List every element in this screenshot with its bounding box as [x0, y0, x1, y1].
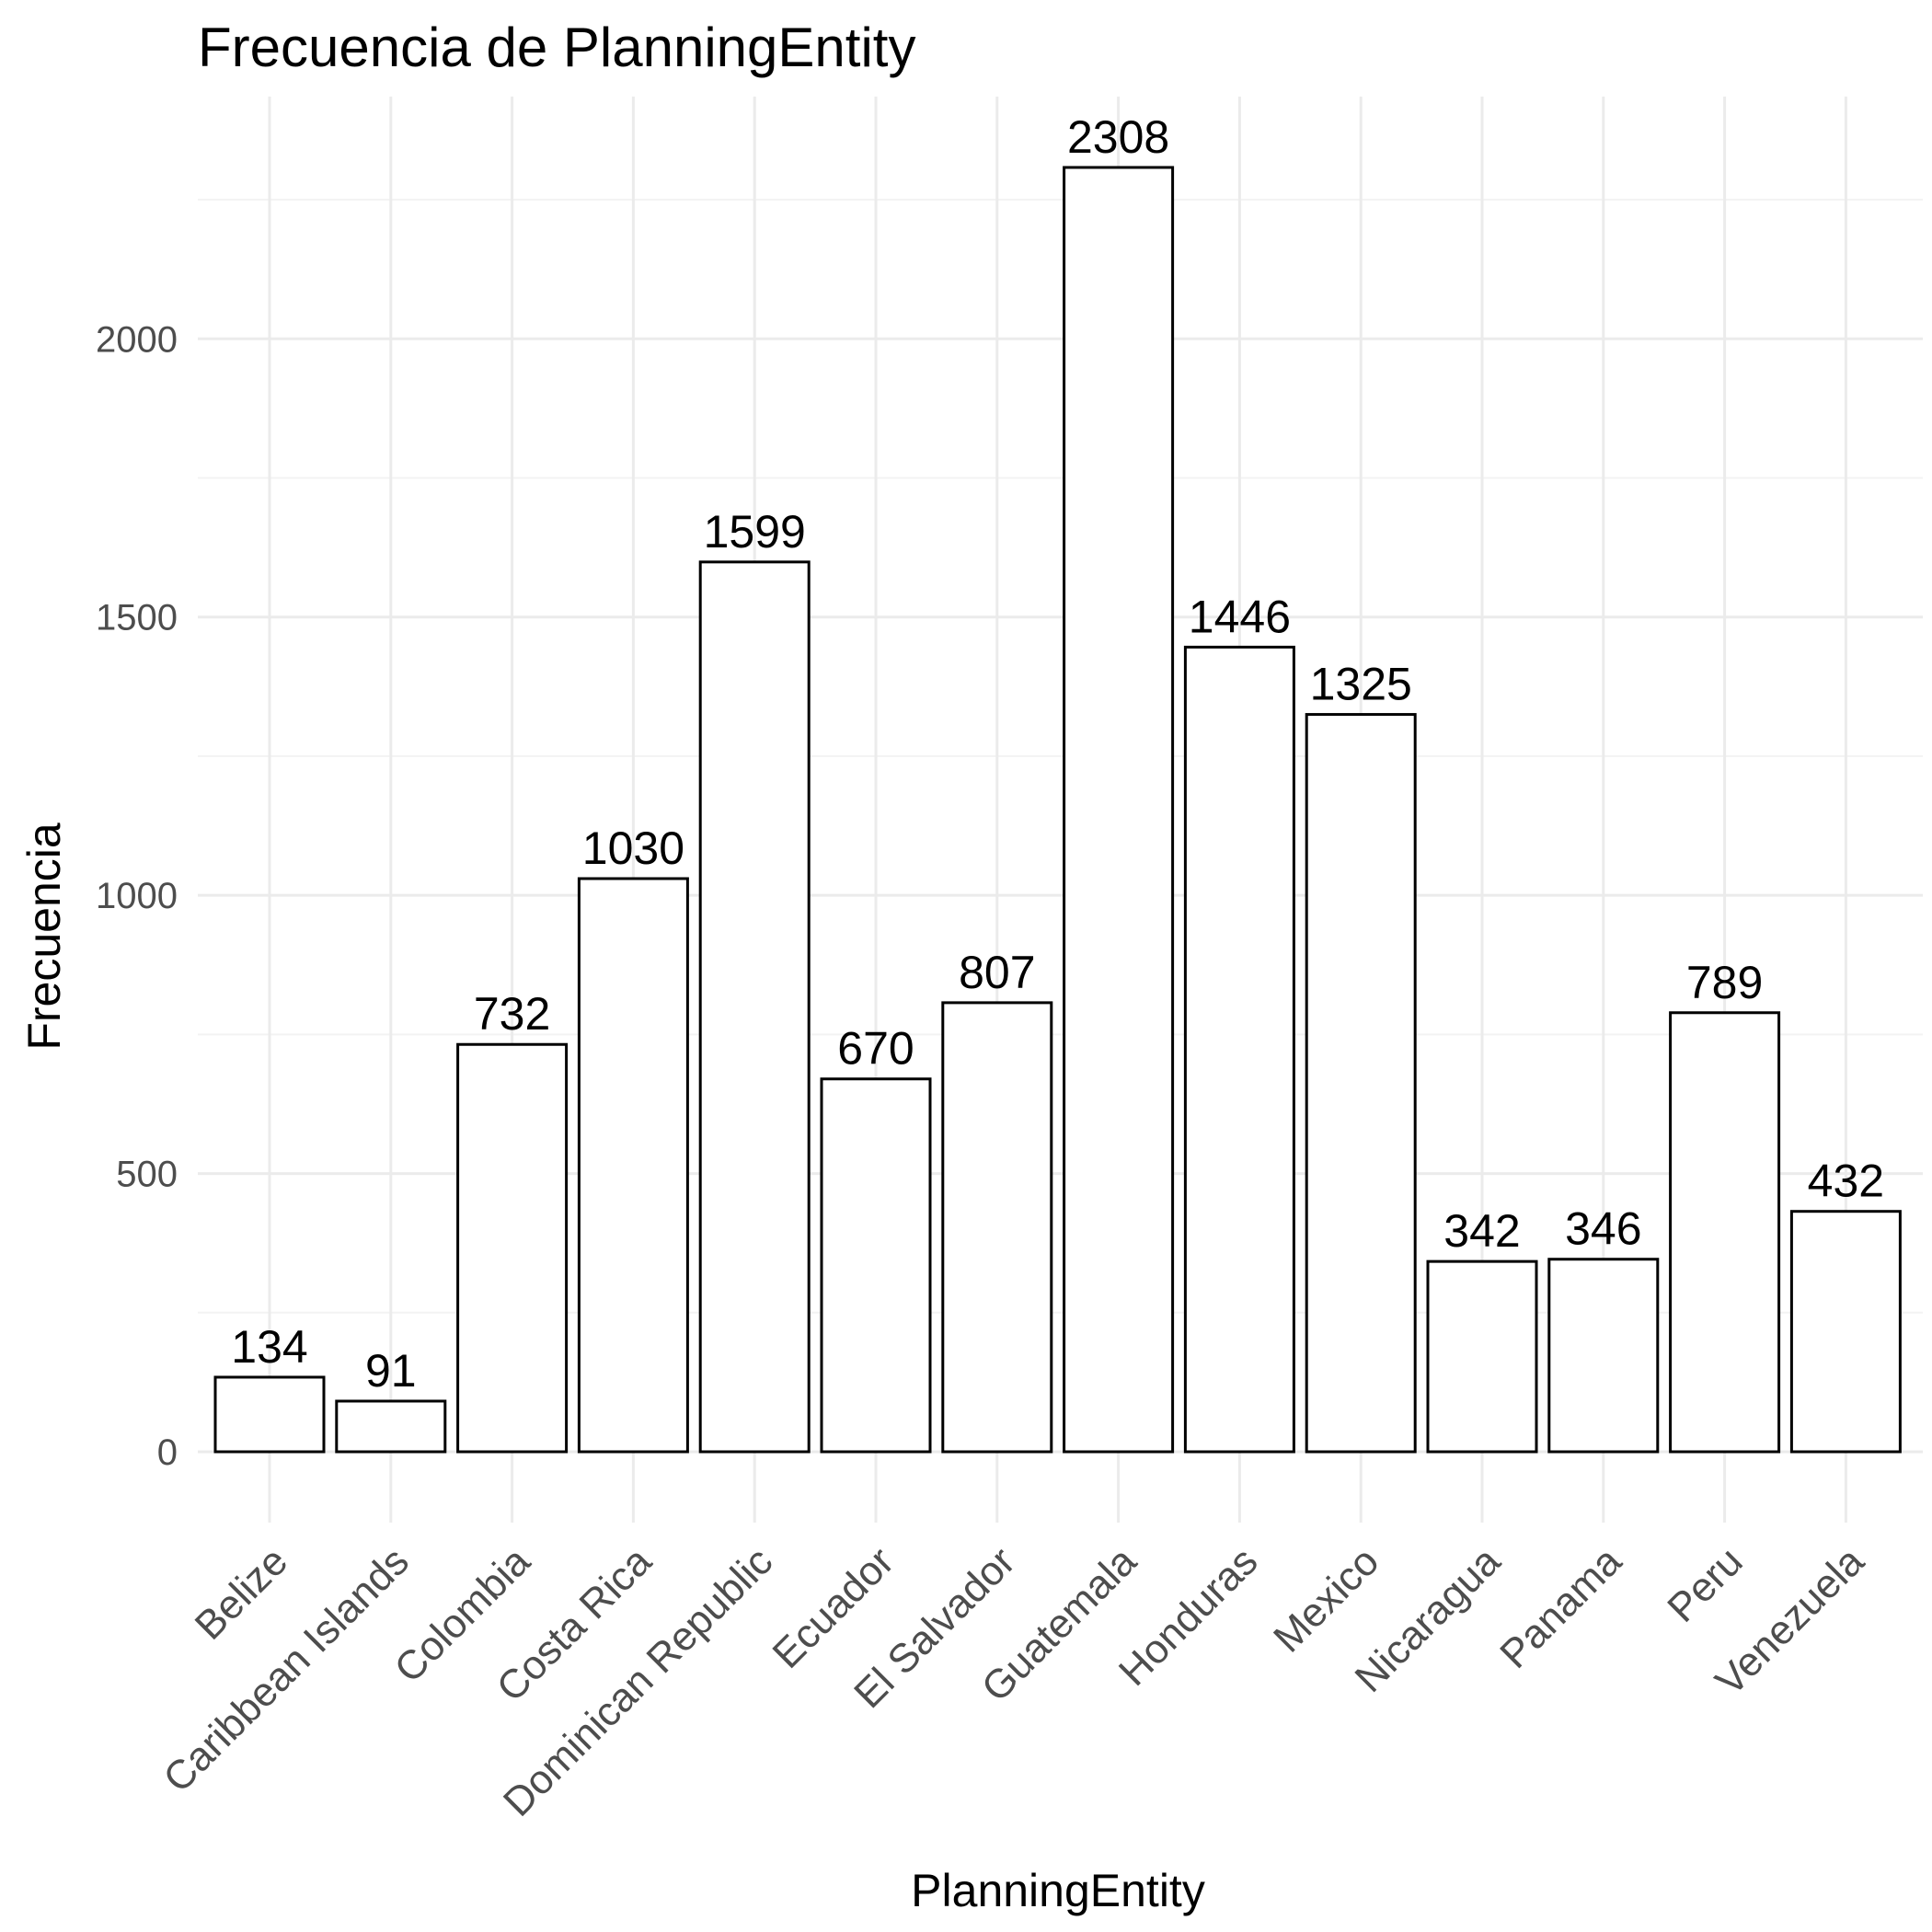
bar: [1669, 1011, 1781, 1454]
bar: [213, 1375, 326, 1454]
bar: [1183, 645, 1295, 1454]
x-tick-label: Mexico: [1265, 1538, 1387, 1661]
bar: [335, 1399, 447, 1454]
data-label: 342: [1443, 1205, 1520, 1257]
bar: [698, 560, 811, 1454]
chart-title: Frecuencia de PlanningEntity: [198, 17, 915, 78]
bar: [456, 1042, 569, 1454]
bar: [1426, 1259, 1538, 1454]
data-label: 1446: [1189, 591, 1291, 642]
bar: [1547, 1258, 1660, 1454]
x-tick-label: Panama: [1491, 1538, 1630, 1677]
data-label: 807: [959, 947, 1035, 998]
bar: [1063, 166, 1175, 1454]
bars-group: [213, 166, 1902, 1454]
data-label: 670: [837, 1023, 914, 1075]
data-label: 1599: [704, 506, 806, 558]
bar: [1789, 1210, 1902, 1454]
data-label: 346: [1565, 1203, 1641, 1255]
data-label: 789: [1686, 957, 1763, 1008]
bar: [941, 1001, 1053, 1454]
data-label: 1030: [582, 822, 684, 874]
data-labels-group: 134 91 732 1030 1599 670 807 2308 1446 1325 342 346…: [231, 111, 1884, 1397]
data-label: 1325: [1310, 659, 1412, 710]
y-tick-label: 500: [116, 1155, 178, 1195]
data-label: 134: [231, 1321, 307, 1373]
y-axis-title: Frecuencia: [18, 822, 70, 1051]
bar: [1305, 713, 1417, 1454]
x-tick-label: Peru: [1659, 1538, 1751, 1630]
bar: [820, 1077, 932, 1454]
x-axis-title: PlanningEntity: [911, 1865, 1205, 1916]
y-tick-label: 0: [157, 1432, 178, 1473]
y-tick-label: 1000: [96, 876, 178, 916]
data-label: 91: [365, 1345, 417, 1397]
data-label: 432: [1808, 1156, 1884, 1207]
y-tick-label: 2000: [96, 319, 178, 360]
y-tick-label: 1500: [96, 598, 178, 638]
bar: [577, 877, 689, 1454]
y-axis: 0 500 1000 1500 2000: [96, 319, 178, 1473]
data-label: 732: [474, 988, 550, 1040]
data-label: 2308: [1067, 111, 1169, 163]
x-tick-label: Belize: [187, 1538, 296, 1648]
